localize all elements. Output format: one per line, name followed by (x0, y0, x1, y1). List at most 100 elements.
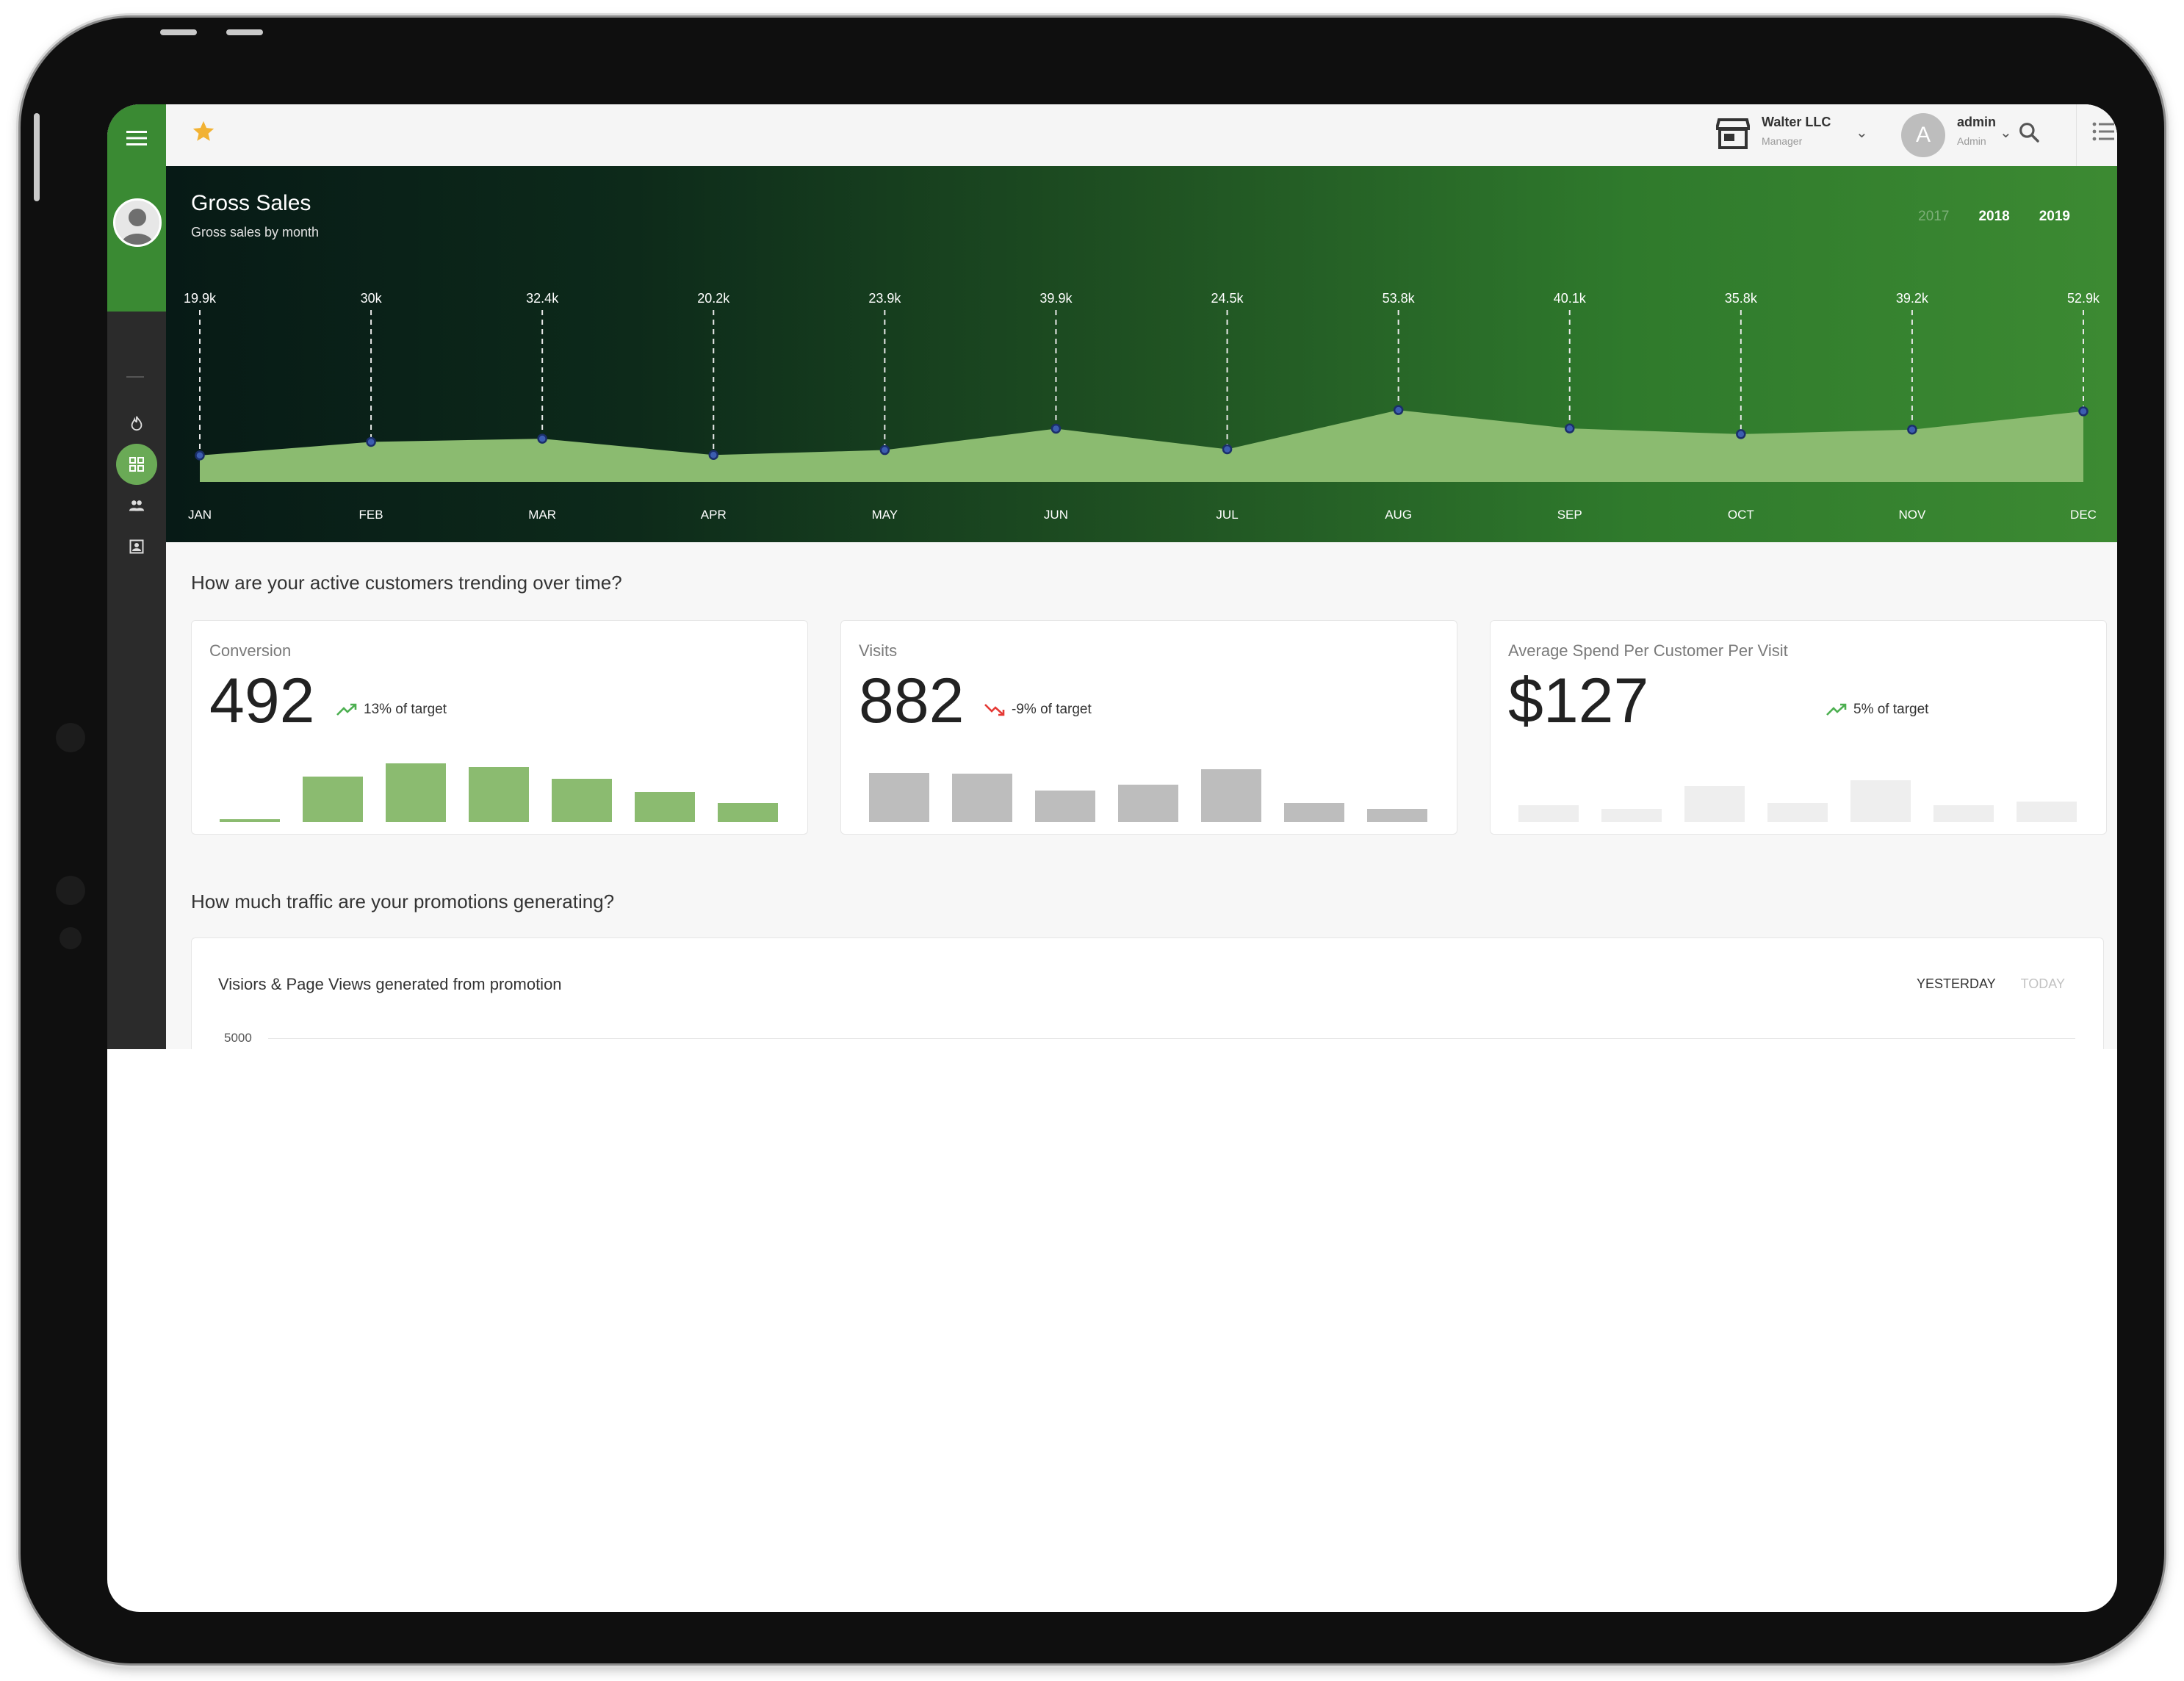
org-name[interactable]: Walter LLC (1762, 115, 1831, 129)
user-role: Admin (1957, 135, 1986, 147)
bar (1284, 803, 1344, 822)
data-point[interactable] (1393, 405, 1404, 415)
x-tick-label: APR (701, 508, 727, 522)
user-name[interactable]: admin (1957, 115, 1997, 129)
data-point[interactable] (1222, 444, 1233, 455)
volume-button (160, 29, 197, 35)
sidebar-divider (126, 376, 144, 378)
x-tick-label: DEC (2070, 508, 2097, 522)
data-label: 32.4k (526, 291, 559, 306)
mini-bar-chart (220, 759, 778, 822)
menu-icon[interactable] (122, 123, 151, 153)
data-point[interactable] (1736, 429, 1746, 439)
star-icon[interactable] (191, 119, 216, 148)
data-point[interactable] (708, 450, 719, 461)
average-spend-card: Average Spend Per Customer Per Visit $12… (1490, 620, 2107, 835)
camera-dot (60, 927, 82, 949)
data-point[interactable] (1907, 424, 1917, 435)
data-point[interactable] (195, 450, 205, 461)
user-avatar[interactable]: A (1901, 113, 1945, 157)
dashboard-app: Walter LLC Manager ⌄ A admin Admin ⌄ Gro… (107, 104, 2117, 1049)
bar (952, 774, 1012, 822)
year-selector: 2017 2018 2019 (1918, 209, 2070, 225)
data-point[interactable] (879, 444, 890, 456)
list-icon[interactable] (2092, 122, 2114, 145)
gridline (268, 1038, 2075, 1039)
data-label: 20.2k (697, 291, 730, 306)
data-label: 19.9k (184, 291, 217, 306)
y-axis-tick: 5000 (224, 1031, 252, 1045)
bar (1518, 805, 1579, 822)
card-value: $127 (1508, 666, 1649, 736)
dashboard-icon (129, 457, 144, 472)
bar (1933, 805, 1994, 822)
sidebar-item-contacts[interactable] (116, 526, 157, 567)
mini-bar-chart (869, 759, 1427, 822)
card-label: Conversion (209, 641, 292, 660)
bar (1201, 769, 1261, 822)
data-point[interactable] (1564, 423, 1575, 433)
data-label: 39.9k (1039, 291, 1073, 306)
card-label: Visits (859, 641, 898, 660)
x-tick-label: SEP (1557, 508, 1582, 522)
avatar[interactable] (113, 198, 162, 247)
tablet-frame: Walter LLC Manager ⌄ A admin Admin ⌄ Gro… (21, 18, 2164, 1663)
bar (635, 792, 695, 822)
trend-indicator: 5% of target (1826, 702, 1928, 718)
bar (469, 767, 529, 822)
bar (220, 819, 280, 822)
trending-down-icon (984, 704, 1005, 716)
year-tab-2018[interactable]: 2018 (1978, 209, 2010, 224)
bar (1684, 786, 1745, 822)
trend-text: -9% of target (1012, 702, 1092, 717)
camera-dot (56, 723, 85, 752)
chart-title: Gross Sales (191, 191, 311, 215)
period-tabs: YESTERDAY TODAY (1917, 976, 2065, 992)
tab-yesterday[interactable]: YESTERDAY (1916, 976, 1996, 991)
chevron-down-icon[interactable]: ⌄ (1856, 125, 1868, 141)
card-value: 882 (859, 666, 965, 736)
x-tick-label: JUN (1044, 508, 1068, 522)
card-label: Average Spend Per Customer Per Visit (1508, 641, 1788, 660)
year-tab-2017[interactable]: 2017 (1918, 209, 1950, 224)
trend-text: 5% of target (1853, 702, 1929, 717)
x-tick-label: NOV (1898, 508, 1926, 522)
data-label: 24.5k (1211, 291, 1244, 306)
conversion-card: Conversion 492 13% of target (191, 620, 808, 835)
bar (1601, 809, 1662, 822)
power-button (34, 113, 40, 201)
data-label: 53.8k (1383, 291, 1416, 306)
sidebar-item-dashboard[interactable] (116, 444, 157, 485)
store-icon[interactable] (1715, 118, 1751, 154)
trending-up-icon (336, 703, 357, 716)
data-label: 35.8k (1725, 291, 1758, 306)
org-role: Manager (1762, 135, 1803, 147)
trending-up-icon (1826, 703, 1847, 716)
bar (2017, 802, 2077, 822)
top-bar: Walter LLC Manager ⌄ A admin Admin ⌄ (166, 104, 2117, 167)
sidebar-item-flame[interactable] (116, 403, 157, 444)
visits-card: Visits 882 -9% of target (840, 620, 1457, 835)
area-series (200, 410, 2083, 482)
chart-subtitle: Gross sales by month (191, 225, 320, 240)
year-tab-2019[interactable]: 2019 (2039, 209, 2070, 224)
x-tick-label: MAR (528, 508, 556, 522)
x-tick-label: OCT (1728, 508, 1754, 522)
chevron-down-icon[interactable]: ⌄ (2000, 125, 2012, 141)
search-icon[interactable] (2017, 120, 2041, 148)
card-value: 492 (209, 666, 315, 736)
tab-today[interactable]: TODAY (2020, 976, 2065, 991)
screen: Walter LLC Manager ⌄ A admin Admin ⌄ Gro… (107, 104, 2117, 1612)
camera-dot (56, 876, 85, 905)
data-point[interactable] (2078, 406, 2089, 417)
contact-card-icon (129, 539, 144, 554)
bar (386, 763, 446, 822)
sidebar-item-people[interactable] (116, 485, 157, 526)
card-title: Visiors & Page Views generated from prom… (218, 975, 562, 993)
trend-indicator: 13% of target (336, 702, 447, 718)
data-point[interactable] (366, 436, 376, 447)
section-title-promotions: How much traffic are your promotions gen… (191, 890, 615, 913)
data-point[interactable] (1050, 423, 1062, 434)
section-title-customers: How are your active customers trending o… (191, 572, 622, 594)
data-point[interactable] (537, 433, 547, 444)
